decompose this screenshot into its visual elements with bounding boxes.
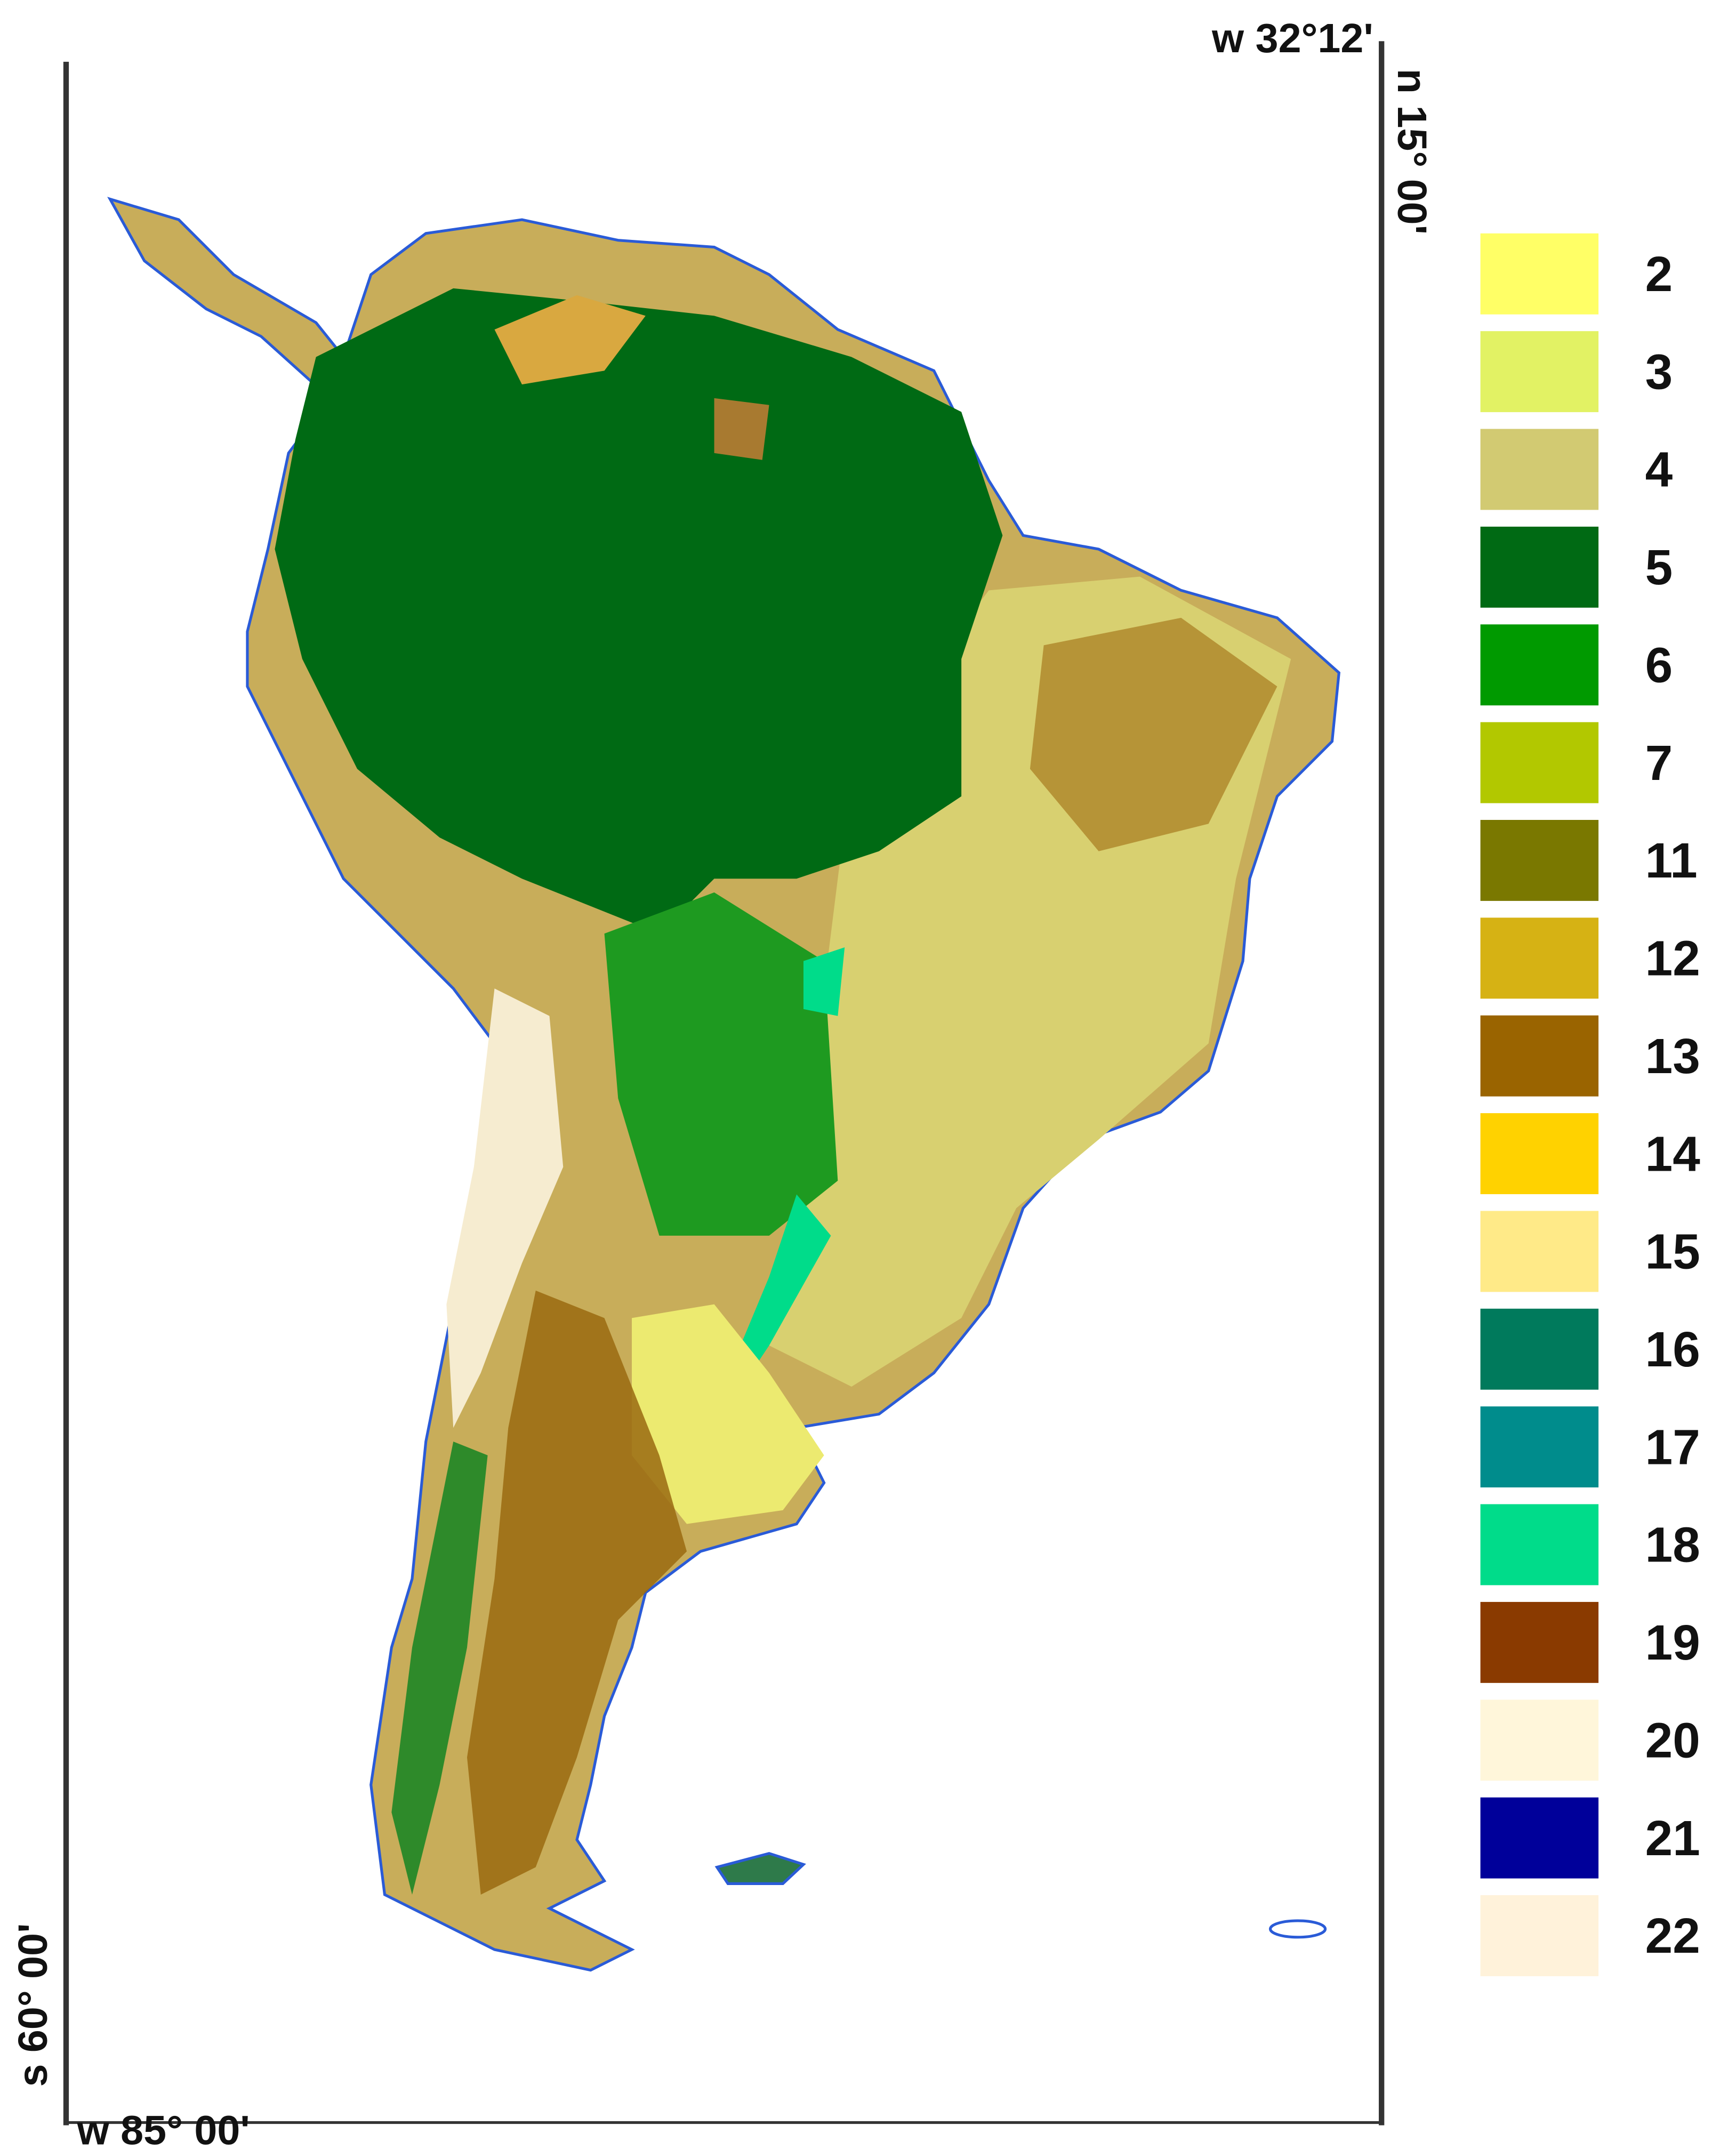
legend-swatch — [1480, 819, 1599, 901]
legend-label: 13 — [1645, 1028, 1700, 1084]
legend-swatch — [1480, 1113, 1599, 1195]
legend-label: 3 — [1645, 344, 1673, 399]
amazon-forest — [275, 288, 1003, 934]
legend-label: 21 — [1645, 1810, 1700, 1866]
caatinga — [1030, 617, 1277, 851]
southern-andes-forest — [391, 1442, 488, 1895]
legend-label: 17 — [1645, 1419, 1700, 1475]
frame — [63, 41, 1385, 2125]
legend-swatch — [1480, 526, 1599, 608]
legend-swatch — [1480, 917, 1599, 999]
legend-label: 2 — [1645, 246, 1673, 302]
legend-label: 22 — [1645, 1908, 1700, 1963]
falklands — [714, 1852, 806, 1885]
patagonia-steppe — [467, 1290, 687, 1895]
legend-swatch — [1480, 429, 1599, 510]
legend-label: 4 — [1645, 442, 1673, 497]
legend-swatch — [1480, 1700, 1599, 1781]
south-georgia — [1269, 1919, 1327, 1939]
legend-label: 16 — [1645, 1322, 1700, 1377]
legend-swatch — [1480, 1308, 1599, 1390]
pampas — [632, 1304, 824, 1524]
andes-barren — [446, 988, 564, 1428]
legend-label: 5 — [1645, 539, 1673, 595]
legend: 2 3 4 5 6 7 11 12 13 14 15 16 17 18 19 20 21 22 — [1480, 233, 1701, 1976]
legend-label: 11 — [1645, 833, 1698, 888]
legend-swatch — [1480, 1504, 1599, 1585]
legend-label: 7 — [1645, 735, 1673, 791]
corner-label-top-right: w 32°12' — [1211, 15, 1373, 61]
legend-swatch — [1480, 1211, 1599, 1292]
guiana-savanna — [494, 295, 646, 385]
legend-swatch — [1480, 1406, 1599, 1488]
legend-swatch — [1480, 1015, 1599, 1097]
legend-label: 20 — [1645, 1712, 1700, 1768]
legend-label: 12 — [1645, 931, 1700, 986]
corner-label-left: s 60° 00' — [10, 1923, 56, 2087]
legend-label: 6 — [1645, 637, 1673, 692]
legend-swatch — [1480, 1797, 1599, 1879]
legend-label: 14 — [1645, 1126, 1701, 1181]
continent — [107, 197, 1341, 1972]
corner-label-bottom-left: w 85° 00' — [77, 2108, 250, 2150]
chaco-forest — [604, 892, 838, 1236]
legend-label: 15 — [1645, 1224, 1700, 1279]
legend-swatch — [1480, 233, 1599, 315]
corner-label-right: n 15° 00' — [1389, 69, 1435, 235]
legend-label: 18 — [1645, 1517, 1700, 1573]
legend-label: 19 — [1645, 1615, 1700, 1670]
pantanal — [803, 947, 845, 1016]
legend-swatch — [1480, 1895, 1599, 1976]
roraima-patch — [714, 398, 769, 460]
parana-delta — [735, 1194, 831, 1387]
legend-swatch — [1480, 624, 1599, 706]
corner-labels: w 32°12' n 15° 00' s 60° 00' w 85° 00' — [10, 15, 1435, 2150]
legend-swatch — [1480, 1601, 1599, 1683]
legend-swatch — [1480, 722, 1599, 803]
legend-swatch — [1480, 331, 1599, 413]
